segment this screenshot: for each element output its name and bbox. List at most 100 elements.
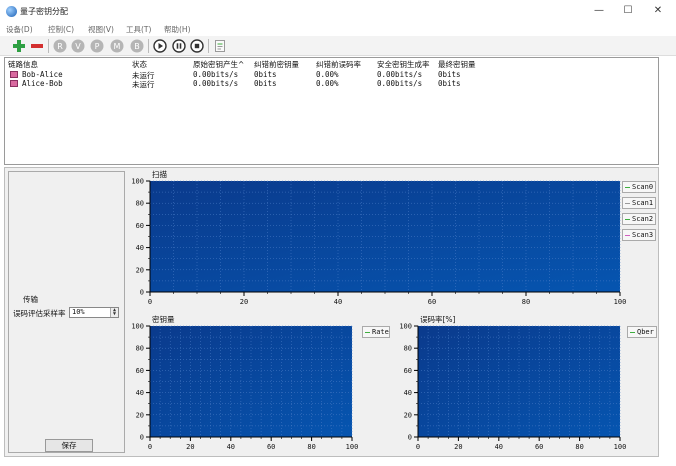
table-row[interactable]: Bob-Alice 未运行 0.00bits/s 0bits 0.00% 0.0… bbox=[5, 70, 658, 80]
toolbar-separator bbox=[208, 39, 209, 53]
qber-x-tick-label: 60 bbox=[535, 443, 543, 451]
raw-key-rate: 0.00bits/s bbox=[193, 70, 239, 79]
svg-text:R: R bbox=[57, 42, 63, 51]
m-icon[interactable]: M bbox=[110, 39, 124, 53]
qber-x-tick-label: 100 bbox=[614, 443, 627, 451]
rate-x-tick-label: 0 bbox=[148, 443, 152, 451]
legend-item: Qber bbox=[627, 326, 657, 338]
column-header[interactable]: 安全密钥生成率 bbox=[377, 60, 430, 69]
svg-text:V: V bbox=[75, 42, 81, 51]
scan-chart-title: 扫描 bbox=[152, 170, 167, 179]
link-status: 未运行 bbox=[132, 80, 155, 89]
raw-key-rate: 0.00bits/s bbox=[193, 79, 239, 88]
column-header[interactable]: 纠错前密钥量 bbox=[254, 60, 299, 69]
link-name: Bob-Alice bbox=[22, 70, 63, 79]
toolbar-separator bbox=[148, 39, 149, 53]
final-key-amount: 0bits bbox=[438, 70, 461, 79]
pre-key-amount: 0bits bbox=[254, 79, 277, 88]
export-icon[interactable] bbox=[213, 39, 227, 53]
legend-item: Scan1 bbox=[622, 197, 656, 209]
column-header[interactable]: 纠错前误码率 bbox=[316, 60, 361, 69]
legend-label: Scan3 bbox=[632, 231, 654, 239]
scan-y-tick-label: 40 bbox=[136, 244, 144, 252]
control-panel: 传输 误码评估采样率 10% ▲ ▼ 保存 bbox=[8, 171, 125, 453]
qber-x-tick-label: 0 bbox=[416, 443, 420, 451]
column-header[interactable]: 链路信息 bbox=[8, 60, 38, 69]
menu-help[interactable]: 帮助(H) bbox=[164, 25, 191, 34]
svg-text:P: P bbox=[95, 42, 100, 51]
transfer-section-title: 传输 bbox=[23, 295, 38, 304]
column-header[interactable]: 最终密钥量 bbox=[438, 60, 476, 69]
rate-x-tick-label: 100 bbox=[346, 443, 359, 451]
table-header: 链路信息 状态 原始密钥产生^ 纠错前密钥量 纠错前误码率 安全密钥生成率 最终… bbox=[5, 58, 658, 70]
sample-rate-spinbox[interactable]: 10% ▲ ▼ bbox=[69, 307, 119, 318]
sample-rate-label: 误码评估采样率 bbox=[13, 309, 66, 318]
pre-key-amount: 0bits bbox=[254, 70, 277, 79]
qber-y-tick-label: 40 bbox=[404, 389, 412, 397]
legend-item: Scan2 bbox=[622, 213, 656, 225]
qber-y-tick-label: 0 bbox=[408, 434, 412, 442]
link-name: Alice-Bob bbox=[22, 79, 63, 88]
svg-text:B: B bbox=[134, 42, 140, 51]
link-table: 链路信息 状态 原始密钥产生^ 纠错前密钥量 纠错前误码率 安全密钥生成率 最终… bbox=[4, 57, 659, 165]
remove-icon[interactable] bbox=[30, 39, 44, 53]
rate-chart-title: 密钥量 bbox=[152, 315, 175, 324]
rate-y-tick-label: 20 bbox=[136, 411, 144, 419]
final-key-amount: 0bits bbox=[438, 79, 461, 88]
save-button[interactable]: 保存 bbox=[45, 439, 93, 452]
close-button[interactable]: ✕ bbox=[653, 5, 663, 16]
rate-y-tick-label: 100 bbox=[131, 323, 144, 331]
link-icon bbox=[10, 71, 18, 78]
legend-item: Scan3 bbox=[622, 229, 656, 241]
qber-y-tick-label: 80 bbox=[404, 345, 412, 353]
spin-arrows-icon[interactable]: ▲ ▼ bbox=[110, 308, 118, 317]
legend-swatch bbox=[625, 186, 630, 188]
legend-label: Qber bbox=[637, 328, 654, 336]
p-icon[interactable]: P bbox=[90, 39, 104, 53]
legend-label: Rate bbox=[372, 328, 389, 336]
menu-device[interactable]: 设备(D) bbox=[6, 25, 33, 34]
legend-label: Scan0 bbox=[632, 183, 654, 191]
pre-error-rate: 0.00% bbox=[316, 70, 339, 79]
title-bar: 量子密钥分配 — ☐ ✕ bbox=[0, 0, 676, 22]
column-header[interactable]: 状态 bbox=[132, 60, 147, 69]
link-status: 未运行 bbox=[132, 71, 155, 80]
legend-swatch bbox=[625, 202, 630, 204]
rate-y-tick-label: 40 bbox=[136, 389, 144, 397]
rate-x-tick-label: 40 bbox=[227, 443, 235, 451]
toolbar: R V P M B bbox=[0, 36, 676, 56]
table-row[interactable]: Alice-Bob 未运行 0.00bits/s 0bits 0.00% 0.0… bbox=[5, 79, 658, 89]
sample-rate-value: 10% bbox=[72, 308, 85, 316]
qber-x-tick-label: 80 bbox=[575, 443, 583, 451]
scan-y-tick-label: 0 bbox=[140, 289, 144, 297]
maximize-button[interactable]: ☐ bbox=[623, 5, 633, 16]
menu-control[interactable]: 控制(C) bbox=[48, 25, 75, 34]
rate-y-tick-label: 80 bbox=[136, 345, 144, 353]
pause-icon[interactable] bbox=[172, 39, 186, 53]
pre-error-rate: 0.00% bbox=[316, 79, 339, 88]
menu-tools[interactable]: 工具(T) bbox=[126, 25, 152, 34]
scan-y-tick-label: 60 bbox=[136, 222, 144, 230]
r-icon[interactable]: R bbox=[53, 39, 67, 53]
link-icon bbox=[10, 80, 18, 87]
menu-view[interactable]: 视图(V) bbox=[88, 25, 114, 34]
minimize-button[interactable]: — bbox=[594, 5, 604, 16]
menu-bar: 设备(D) 控制(C) 视图(V) 工具(T) 帮助(H) bbox=[0, 22, 676, 36]
play-icon[interactable] bbox=[153, 39, 167, 53]
app-icon bbox=[6, 6, 17, 17]
legend-label: Scan2 bbox=[632, 215, 654, 223]
scan-x-tick-label: 100 bbox=[614, 298, 627, 306]
scan-x-tick-label: 60 bbox=[428, 298, 436, 306]
scan-x-tick-label: 40 bbox=[334, 298, 342, 306]
rate-x-tick-label: 80 bbox=[307, 443, 315, 451]
column-header[interactable]: 原始密钥产生^ bbox=[193, 60, 245, 69]
legend-label: Scan1 bbox=[632, 199, 654, 207]
b-icon[interactable]: B bbox=[130, 39, 144, 53]
legend-item: Scan0 bbox=[622, 181, 656, 193]
add-icon[interactable] bbox=[12, 39, 26, 53]
stop-icon[interactable] bbox=[190, 39, 204, 53]
v-icon[interactable]: V bbox=[71, 39, 85, 53]
qber-y-tick-label: 20 bbox=[404, 411, 412, 419]
scan-x-tick-label: 20 bbox=[240, 298, 248, 306]
